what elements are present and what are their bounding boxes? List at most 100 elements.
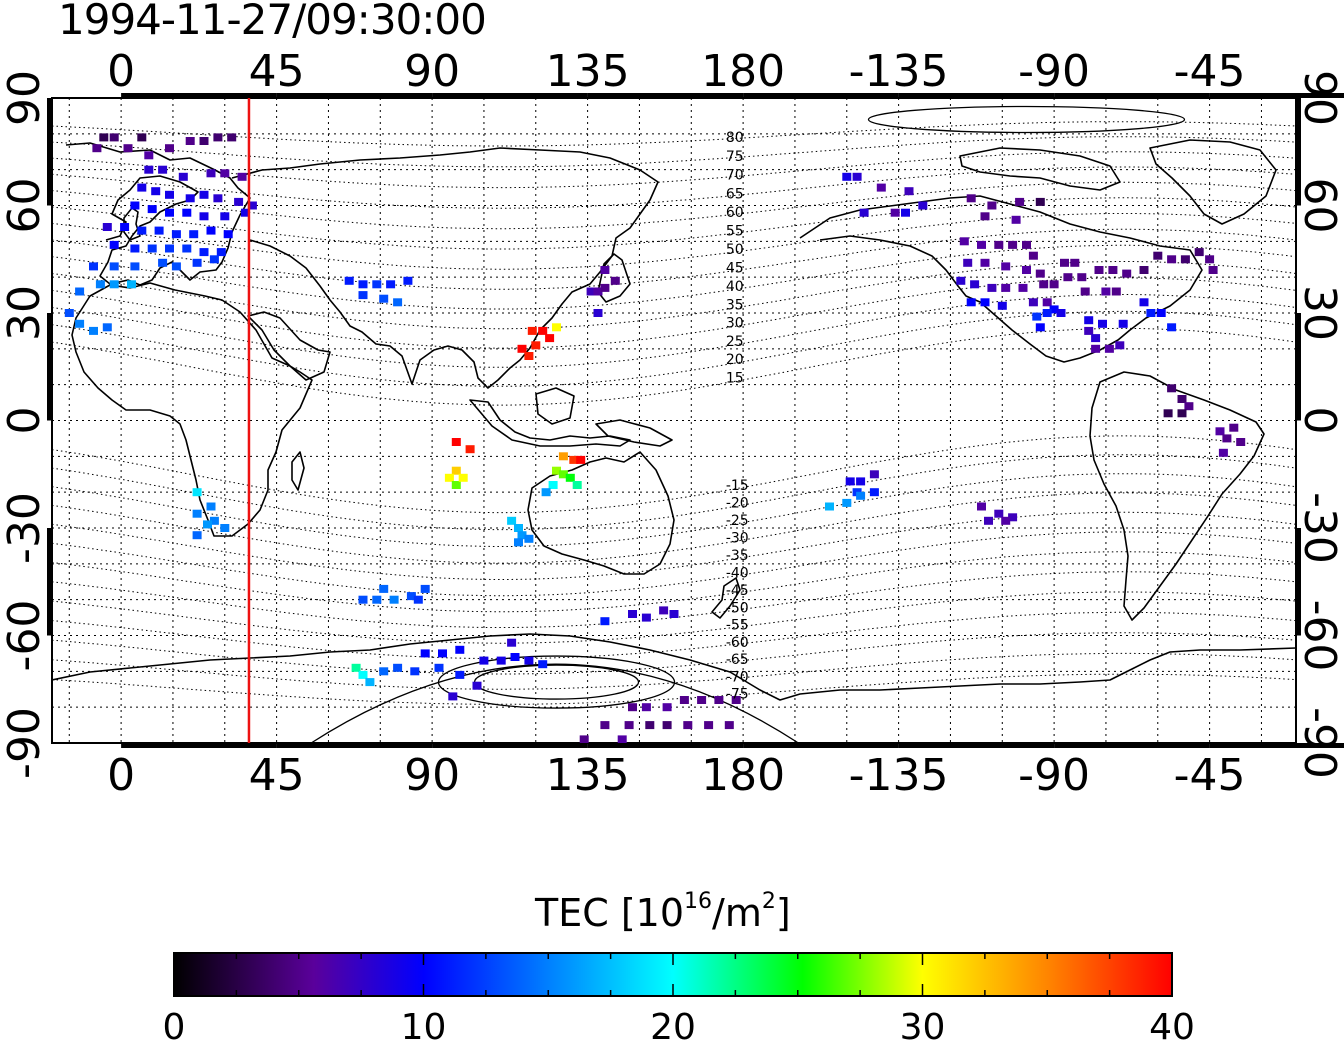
contour-label: -65 — [726, 652, 749, 668]
tec-cell — [75, 287, 85, 296]
tec-cell — [455, 670, 465, 679]
tec-cell — [420, 584, 430, 593]
tec-cell — [918, 201, 928, 210]
tec-cell — [825, 502, 834, 511]
tec-cell — [659, 606, 669, 615]
lon-label-top: -135 — [849, 46, 949, 97]
tec-cell — [1011, 215, 1021, 224]
lat-label-left: 60 — [0, 178, 50, 234]
tec-cell — [1084, 316, 1094, 325]
tec-cell — [593, 287, 603, 296]
frame-bar-bottom — [587, 743, 744, 748]
tec-cell — [890, 208, 900, 217]
tec-cell — [697, 696, 707, 704]
lon-label-bottom: -45 — [1174, 750, 1246, 801]
lon-label-top: 180 — [701, 46, 785, 97]
tec-cell — [704, 721, 714, 730]
contour-label: -55 — [726, 618, 749, 634]
tec-cell — [977, 502, 986, 511]
tec-cell — [479, 656, 489, 665]
contour-line — [52, 261, 1296, 330]
tec-cell — [171, 262, 181, 271]
contour-line — [52, 277, 1296, 349]
tec-cell — [1218, 448, 1228, 457]
tec-cell — [403, 276, 413, 285]
frame-bar-top — [1209, 93, 1344, 98]
tec-cell — [572, 481, 582, 489]
tec-cell — [199, 248, 209, 257]
tec-cell — [1222, 434, 1232, 443]
tec-cell — [144, 165, 154, 174]
tec-cell — [203, 520, 212, 529]
tec-cell — [410, 667, 420, 676]
tec-cell — [1153, 251, 1163, 260]
lat-label-left: -60 — [0, 600, 50, 672]
colorbar-tick-label: 10 — [400, 1007, 447, 1048]
tec-cell — [220, 169, 230, 178]
tec-cell — [662, 721, 672, 730]
contour-line — [52, 294, 1296, 368]
tec-cell — [724, 721, 734, 730]
tec-cell — [189, 230, 199, 239]
tec-cell — [413, 595, 423, 604]
tec-cell — [683, 721, 693, 730]
tec-cell — [600, 617, 610, 626]
tec-cell — [358, 291, 368, 300]
tec-cell — [987, 283, 997, 292]
tec-cell — [869, 488, 879, 497]
contour-label: 25 — [726, 334, 744, 350]
tec-cell — [438, 649, 447, 658]
arctic-islands-coast — [959, 147, 1121, 191]
australia-coast — [527, 451, 675, 575]
tec-cell — [102, 223, 112, 231]
tec-cell — [624, 721, 634, 730]
colorbar-tick-label: 30 — [899, 1007, 946, 1048]
magnetic-latitude-contours — [52, 105, 1296, 743]
tec-cell — [662, 703, 672, 712]
tec-cell — [1180, 255, 1190, 264]
tec-cell — [510, 653, 520, 661]
contour-line — [52, 511, 1296, 580]
tec-cell — [89, 262, 98, 271]
tec-cell — [956, 276, 966, 285]
tec-cell — [123, 144, 133, 153]
tec-cell — [1032, 312, 1042, 321]
lon-label-top: -90 — [1018, 46, 1090, 97]
tec-cell — [158, 165, 168, 174]
tec-cell — [524, 352, 534, 360]
tec-cell — [731, 696, 741, 704]
tec-cell — [386, 280, 396, 289]
tec-cells — [64, 133, 1246, 743]
tec-cell — [579, 735, 589, 743]
tec-cell — [434, 663, 444, 672]
tec-cell — [109, 133, 119, 142]
contour-label: 45 — [726, 261, 744, 277]
frame-bar-bottom — [743, 743, 899, 748]
tec-cell — [1015, 197, 1025, 206]
tec-cell — [1035, 269, 1045, 278]
tec-cell — [994, 240, 1004, 249]
frame-bar-right — [1296, 313, 1301, 421]
tec-cell — [1236, 438, 1246, 446]
tec-cell — [1177, 409, 1187, 418]
tec-cell — [344, 276, 354, 285]
lon-label-bottom: 180 — [701, 750, 785, 801]
tec-cell — [565, 473, 575, 482]
new-guinea-coast — [595, 419, 673, 447]
north-oval — [867, 105, 1186, 134]
contour-label: -35 — [726, 548, 749, 564]
tec-cell — [558, 452, 568, 461]
tec-cell — [558, 470, 568, 479]
frame-bar-top — [121, 93, 277, 98]
tec-cell — [842, 172, 852, 181]
tec-cell — [178, 172, 188, 181]
new-zealand-coast — [711, 577, 741, 619]
antarctica-coast — [52, 633, 1296, 701]
tec-cell — [517, 344, 527, 353]
contour-line — [52, 121, 1296, 147]
tec-cell — [1122, 269, 1132, 278]
frame-bar-right — [1296, 528, 1301, 636]
tec-cell — [1108, 266, 1118, 274]
tec-cell — [552, 466, 561, 475]
contour-label: 50 — [726, 242, 744, 258]
